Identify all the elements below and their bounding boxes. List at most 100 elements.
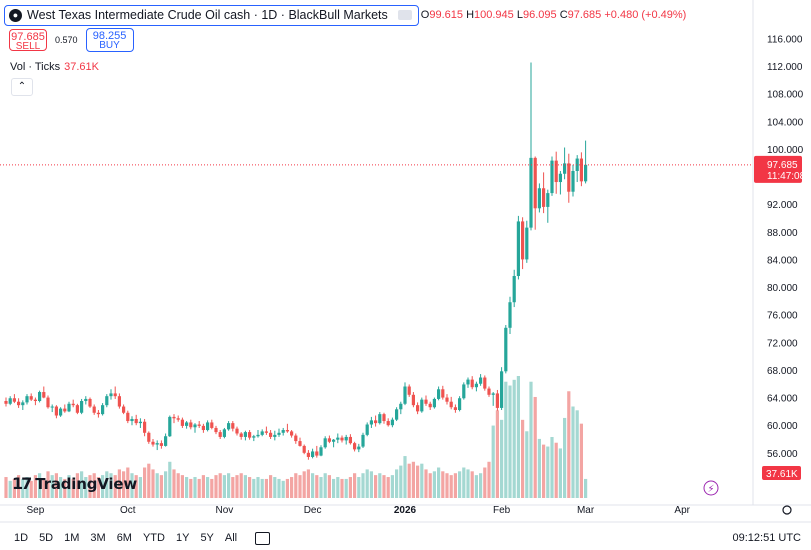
candle[interactable] [374, 420, 378, 424]
candle[interactable] [500, 371, 504, 408]
candle[interactable] [269, 432, 273, 437]
candle[interactable] [453, 407, 457, 410]
candle[interactable] [17, 401, 21, 406]
candle[interactable] [504, 327, 508, 372]
period-5d[interactable]: 5D [39, 532, 54, 544]
candle[interactable] [491, 393, 495, 395]
candle[interactable] [180, 419, 184, 426]
candle[interactable] [113, 393, 117, 397]
tradingview-logo[interactable]: 17 TradingView [12, 474, 137, 493]
candle[interactable] [239, 433, 243, 437]
candle[interactable] [231, 423, 235, 429]
candle[interactable] [395, 409, 399, 420]
candle[interactable] [96, 412, 100, 415]
candle[interactable] [151, 441, 155, 445]
candle[interactable] [445, 397, 449, 402]
candle[interactable] [185, 422, 189, 426]
candle[interactable] [92, 406, 96, 413]
period-3m[interactable]: 3M [90, 532, 106, 544]
candle[interactable] [42, 392, 46, 398]
candle[interactable] [344, 436, 348, 441]
collapse-icon[interactable]: ⌃ [11, 78, 33, 96]
candle[interactable] [411, 394, 415, 406]
candle[interactable] [428, 403, 432, 408]
candle[interactable] [323, 438, 327, 448]
candle[interactable] [416, 405, 420, 412]
candle[interactable] [222, 429, 226, 437]
period-1m[interactable]: 1M [64, 532, 80, 544]
candle[interactable] [424, 399, 428, 404]
candle[interactable] [143, 421, 147, 433]
candle[interactable] [369, 420, 373, 425]
candle[interactable] [365, 424, 369, 435]
candle[interactable] [63, 408, 67, 412]
candle[interactable] [59, 408, 63, 416]
candle[interactable] [105, 396, 109, 406]
candle[interactable] [88, 398, 92, 407]
candle[interactable] [147, 432, 151, 442]
candle[interactable] [168, 416, 172, 437]
period-ytd[interactable]: YTD [142, 532, 165, 544]
lightning-icon[interactable] [703, 480, 719, 496]
candle[interactable] [189, 422, 193, 428]
candle[interactable] [84, 398, 88, 402]
candle[interactable] [164, 436, 168, 446]
candle[interactable] [252, 436, 256, 438]
candle[interactable] [294, 435, 298, 442]
candle[interactable] [235, 428, 239, 434]
candle[interactable] [273, 434, 277, 437]
candle[interactable] [407, 386, 411, 395]
candle[interactable] [12, 398, 16, 402]
candle[interactable] [479, 377, 483, 384]
candle[interactable] [516, 221, 520, 276]
candle[interactable] [353, 443, 357, 450]
candle[interactable] [521, 221, 525, 260]
candle[interactable] [126, 412, 130, 422]
candle[interactable] [466, 379, 470, 385]
candle[interactable] [290, 431, 294, 436]
candle[interactable] [193, 424, 197, 428]
candle[interactable] [332, 439, 336, 442]
candle[interactable] [210, 422, 214, 428]
candle[interactable] [512, 275, 516, 303]
candle[interactable] [206, 422, 210, 431]
candle[interactable] [441, 389, 445, 398]
candle[interactable] [264, 431, 268, 433]
candle[interactable] [483, 377, 487, 389]
period-5y[interactable]: 5Y [200, 532, 214, 544]
candle[interactable] [197, 424, 201, 426]
candle[interactable] [437, 389, 441, 399]
candle[interactable] [25, 396, 29, 403]
candle[interactable] [554, 160, 558, 183]
candle[interactable] [29, 396, 33, 400]
candle[interactable] [285, 430, 289, 432]
candle[interactable] [403, 386, 407, 404]
candle[interactable] [575, 158, 579, 171]
candle[interactable] [357, 446, 361, 450]
candle[interactable] [420, 399, 424, 412]
candle[interactable] [176, 418, 180, 420]
settings-icon[interactable] [782, 505, 792, 515]
candle[interactable] [558, 173, 562, 183]
candle[interactable] [449, 401, 453, 408]
candle[interactable] [33, 399, 37, 402]
candle[interactable] [298, 441, 302, 446]
buy-button[interactable]: 98.255 BUY [85, 28, 134, 52]
period-1d[interactable]: 1D [14, 532, 29, 544]
candle[interactable] [281, 430, 285, 433]
candle[interactable] [319, 447, 323, 456]
candle[interactable] [172, 416, 176, 419]
candle[interactable] [432, 398, 436, 408]
period-all[interactable]: All [224, 532, 238, 544]
candle[interactable] [248, 432, 252, 438]
candle[interactable] [495, 393, 499, 408]
candle[interactable] [277, 432, 281, 435]
candle[interactable] [584, 164, 588, 182]
candle[interactable] [101, 405, 105, 415]
candle[interactable] [201, 425, 205, 431]
candle[interactable] [390, 419, 394, 426]
period-1y[interactable]: 1Y [175, 532, 190, 544]
candle[interactable] [243, 432, 247, 437]
candle[interactable] [214, 427, 218, 433]
